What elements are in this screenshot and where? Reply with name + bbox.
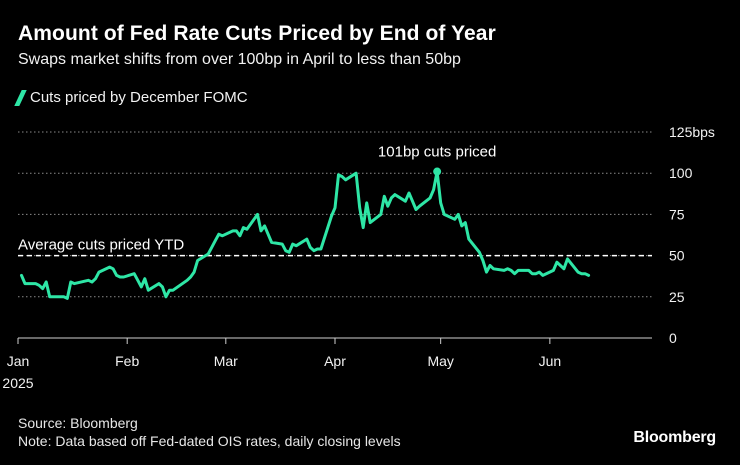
series-line — [20, 170, 591, 300]
legend-label: Cuts priced by December FOMC — [30, 89, 248, 106]
y-tick-label: 50 — [669, 248, 685, 264]
average-reference-label: Average cuts priced YTD — [18, 237, 184, 254]
x-tick-label: Apr — [324, 353, 346, 369]
annotation-point — [433, 167, 442, 176]
footer: Source: Bloomberg Note: Data based off F… — [18, 414, 401, 450]
x-tick-sublabel: 2025 — [2, 375, 33, 391]
chart-subtitle: Swaps market shifts from over 100bp in A… — [18, 51, 461, 68]
y-tick-label: 0 — [669, 330, 677, 346]
y-tick-label: 125bps — [669, 124, 715, 140]
x-tick-label: Jun — [539, 353, 562, 369]
x-tick-label: Jan — [7, 353, 30, 369]
y-tick-label: 75 — [669, 206, 685, 222]
annotation-label: 101bp cuts priced — [378, 144, 496, 161]
bloomberg-logo: Bloomberg — [633, 429, 716, 446]
x-tick-label: Mar — [214, 353, 238, 369]
y-tick-label: 25 — [669, 289, 685, 305]
chart-title: Amount of Fed Rate Cuts Priced by End of… — [18, 22, 496, 45]
x-tick-label: Feb — [115, 353, 139, 369]
source-note: Source: Bloomberg — [18, 415, 138, 431]
x-tick-label: May — [427, 353, 453, 369]
y-tick-label: 100 — [669, 165, 693, 181]
methodology-note: Note: Data based off Fed-dated OIS rates… — [18, 433, 401, 449]
legend: Cuts priced by December FOMC — [14, 89, 248, 106]
